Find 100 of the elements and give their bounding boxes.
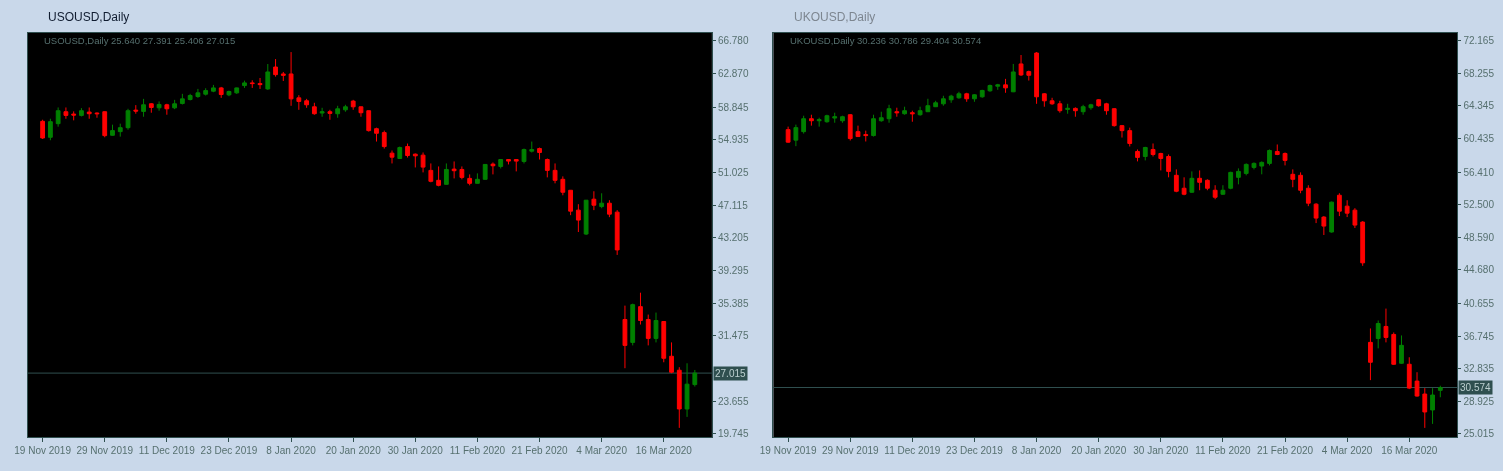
candlestick [956,91,962,100]
candlestick [428,162,434,183]
y-tick-label: 62.870 [717,68,749,80]
candlestick [902,106,907,116]
candlestick [1430,387,1435,425]
candlestick [894,107,900,118]
candlestick [941,95,946,107]
candlestick [1298,171,1303,194]
candlestick [110,124,115,137]
y-tick-label: 36.745 [1463,330,1495,342]
candlestick [296,94,302,111]
candlestick [552,162,558,184]
candlestick [218,86,224,99]
candlestick [661,320,667,363]
candlestick [350,99,356,111]
candlestick [1158,152,1164,171]
candlestick [1018,54,1024,77]
candlestick [443,162,449,186]
candlestick [1073,107,1078,118]
ref-line-label: 30.574 [1460,382,1492,393]
candlestick [187,93,193,101]
candlestick [568,189,573,216]
y-tick-label: 56.410 [1463,166,1495,178]
candlestick [1321,215,1327,236]
candlestick [1274,143,1280,156]
candlestick [1088,103,1094,111]
candlestick [855,125,861,138]
candlestick [1181,176,1187,196]
candlestick [436,165,441,187]
candlestick [878,111,884,123]
y-tick-label: 64.345 [1463,100,1495,112]
candlestick [824,114,830,124]
candlestick [1305,184,1311,207]
candlestick [1142,146,1148,161]
candlestick [257,77,263,90]
candlestick [1189,170,1195,194]
candlestick [1336,192,1342,217]
candlestick [638,292,643,326]
candlestick [94,111,100,119]
candlestick [948,94,954,104]
y-tick-label: 43.205 [717,232,749,244]
y-tick-label: 68.255 [1463,67,1495,79]
candlestick [412,153,418,168]
candlestick [521,148,527,164]
candlestick [148,102,154,114]
candlestick [1251,161,1257,170]
candlestick [203,87,209,97]
candlestick [886,104,892,124]
candlestick [55,106,61,128]
x-tick-label: 11 Feb 2020 [1195,445,1252,457]
candlestick [1111,107,1117,128]
x-tick-label: 29 Nov 2019 [821,445,880,457]
candlestick [1197,169,1203,191]
y-tick-label: 39.295 [717,265,749,276]
candlestick [972,93,977,103]
candlestick [840,115,845,124]
candlestick [451,160,457,179]
candlestick [1282,151,1288,166]
candlestick [71,110,77,121]
candlestick [1150,142,1156,157]
candlestick [599,192,605,209]
candlestick [280,71,286,82]
candlestick [1212,184,1218,200]
candlestick [1414,371,1420,398]
candlestick [1406,356,1412,390]
x-tick-label: 11 Dec 2019 [138,445,196,457]
x-tick-label: 21 Feb 2020 [511,445,569,457]
candlestick [1422,387,1428,429]
x-tick-label: 16 Mar 2020 [635,445,693,457]
candlestick [40,119,46,140]
candlestick [1065,103,1071,115]
candlestick [1010,63,1016,93]
candlestick [482,163,488,181]
y-tick-label: 44.680 [1463,264,1495,276]
x-tick-label: 23 Dec 2019 [946,445,1004,457]
candlestick [117,123,123,138]
candlestick [226,90,232,97]
candlestick [234,87,240,95]
candlestick [164,103,170,116]
y-tick-label: 19.745 [717,428,749,440]
candlestick [653,312,659,343]
candlestick [979,89,985,99]
y-tick-label: 60.435 [1463,133,1495,145]
candlestick [583,199,589,236]
candlestick [389,149,395,164]
y-tick-label: 54.935 [717,134,749,146]
candlestick [1135,148,1140,162]
candlestick [1119,124,1125,139]
candlestick [1368,327,1373,381]
candlestick [1375,320,1381,349]
ref-line-label: 27.015 [715,368,747,379]
candlestick [987,84,993,93]
candlestick [1220,184,1226,196]
candlestick [925,98,931,113]
x-tick-label: 30 Jan 2020 [1133,445,1189,457]
candlestick [1259,160,1265,175]
candlestick [1329,200,1335,234]
candlestick [1041,92,1047,108]
y-tick-label: 52.500 [1463,199,1495,211]
candlestick [172,99,178,110]
